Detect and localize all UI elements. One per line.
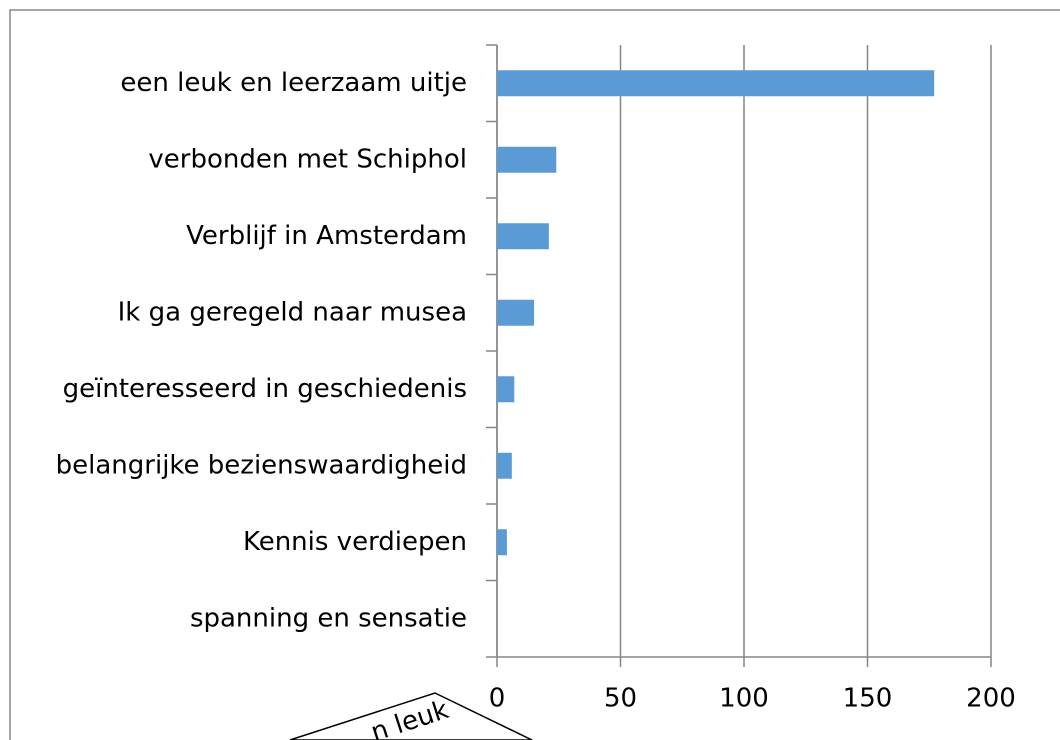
- bar: [497, 70, 935, 97]
- y-tick-label: Kennis verdiepen: [243, 527, 467, 557]
- y-tick-label: spanning en sensatie: [190, 603, 467, 633]
- x-tick-label: 0: [489, 684, 506, 714]
- bar: [497, 146, 557, 173]
- y-tick-label: verbonden met Schiphol: [148, 144, 467, 174]
- y-tick-label: belangrijke bezienswaardigheid: [56, 450, 467, 480]
- bar: [497, 223, 549, 250]
- y-tick-label: Verblijf in Amsterdam: [186, 221, 467, 251]
- y-tick-label: Ik ga geregeld naar musea: [118, 297, 467, 327]
- x-tick-label: 150: [843, 684, 893, 714]
- y-tick-label: een leuk en leerzaam uitje: [120, 68, 467, 98]
- chart-frame: [9, 9, 1060, 740]
- bar: [497, 452, 512, 479]
- callout-shape: [289, 692, 533, 740]
- bar: [497, 299, 535, 326]
- y-tick-label: geïnteresseerd in geschiedenis: [63, 374, 467, 404]
- x-tick-label: 50: [604, 684, 637, 714]
- bar: [497, 376, 515, 403]
- x-tick-label: 200: [966, 684, 1016, 714]
- x-tick-label: 100: [719, 684, 769, 714]
- bar: [497, 529, 507, 556]
